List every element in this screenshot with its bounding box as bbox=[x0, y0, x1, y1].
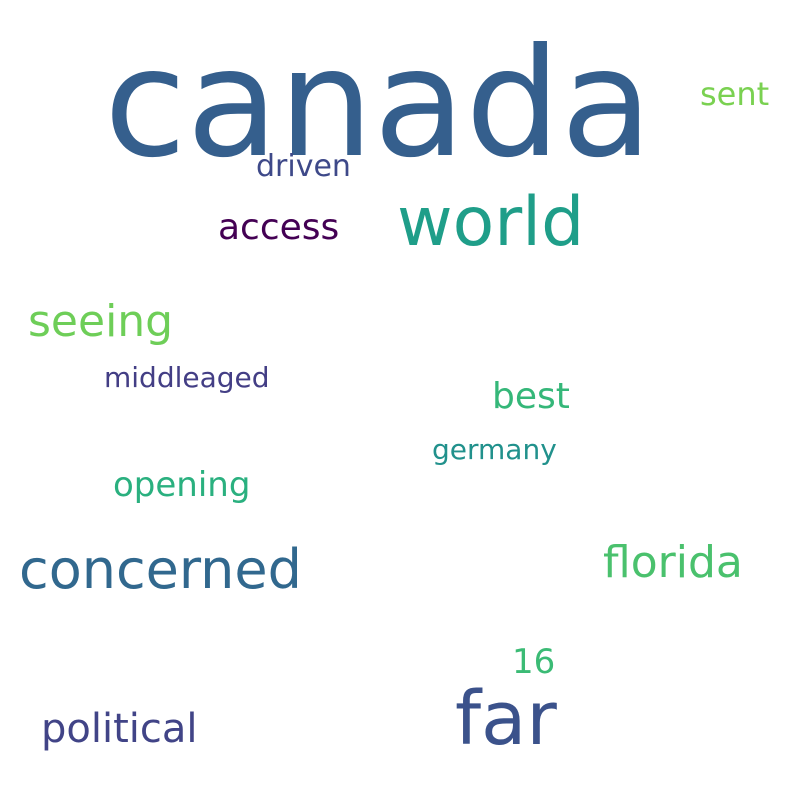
word-germany: germany bbox=[432, 433, 557, 466]
word-driven: driven bbox=[256, 149, 351, 184]
word-sent: sent bbox=[700, 75, 770, 113]
word-far: far bbox=[455, 676, 557, 762]
word-access: access bbox=[218, 207, 340, 248]
word-florida: florida bbox=[603, 537, 743, 588]
word-political: political bbox=[41, 706, 198, 752]
word-middleaged: middleaged bbox=[104, 361, 270, 394]
word-seeing: seeing bbox=[28, 296, 174, 347]
word-best: best bbox=[492, 376, 570, 417]
word-opening: opening bbox=[113, 465, 251, 505]
word-concerned: concerned bbox=[19, 538, 302, 601]
word-canada: canada bbox=[104, 17, 653, 191]
word-16: 16 bbox=[512, 642, 556, 682]
word-world: world bbox=[397, 183, 585, 262]
